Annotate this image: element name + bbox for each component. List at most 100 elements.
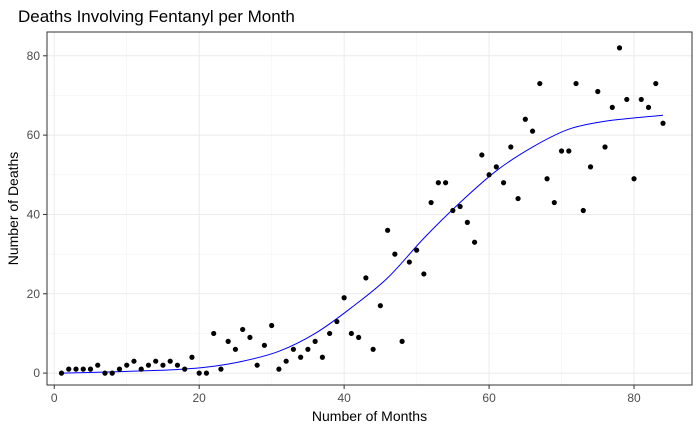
x-tick-label: 0 xyxy=(51,391,58,405)
data-point xyxy=(174,362,181,368)
data-point xyxy=(269,322,275,329)
data-point xyxy=(377,303,383,309)
data-point xyxy=(493,164,499,170)
data-point xyxy=(508,144,514,150)
data-point xyxy=(645,104,652,110)
data-point xyxy=(551,199,557,206)
data-point xyxy=(385,227,391,233)
data-point xyxy=(515,195,521,202)
x-tick-label: 20 xyxy=(193,391,207,405)
data-point xyxy=(80,366,86,372)
grid-lines xyxy=(47,32,692,385)
data-point xyxy=(283,358,289,364)
smooth-trend-line xyxy=(61,114,664,374)
y-tick-label: 60 xyxy=(27,128,41,142)
data-point xyxy=(529,128,536,134)
data-point xyxy=(363,275,369,281)
data-point xyxy=(261,342,268,348)
data-point xyxy=(442,180,449,186)
data-point xyxy=(218,366,224,372)
data-point xyxy=(348,330,354,337)
chart-title: Deaths Involving Fentanyl per Month xyxy=(18,7,295,26)
data-point xyxy=(196,370,202,376)
data-point xyxy=(116,366,123,372)
data-point xyxy=(312,338,318,344)
data-point xyxy=(66,366,72,372)
data-point xyxy=(102,370,108,376)
data-point xyxy=(616,45,623,51)
data-point xyxy=(414,247,420,253)
data-point xyxy=(595,88,601,95)
data-point xyxy=(638,96,644,103)
data-point xyxy=(298,354,304,360)
data-point xyxy=(341,295,347,301)
y-tick-label: 80 xyxy=(27,49,41,63)
data-point xyxy=(457,203,463,210)
data-point xyxy=(334,318,340,325)
data-point xyxy=(631,176,637,182)
data-point xyxy=(522,116,528,122)
data-point xyxy=(327,330,333,337)
y-tick-label: 40 xyxy=(27,207,41,221)
data-point xyxy=(167,358,173,364)
data-point xyxy=(356,334,362,341)
data-point xyxy=(73,366,79,372)
data-point xyxy=(479,152,485,158)
data-point xyxy=(406,259,412,265)
x-tick-label: 60 xyxy=(482,391,496,405)
data-point xyxy=(464,219,470,225)
data-point xyxy=(587,164,594,170)
data-points xyxy=(58,45,666,376)
y-axis-title: Number of Deaths xyxy=(5,152,21,266)
data-point xyxy=(544,176,550,182)
data-point xyxy=(486,172,492,178)
data-point xyxy=(428,199,434,206)
data-point xyxy=(109,370,115,376)
data-point xyxy=(653,80,659,87)
data-point xyxy=(276,366,282,372)
x-axis-title: Number of Months xyxy=(312,408,427,424)
data-point xyxy=(160,362,166,368)
x-tick-label: 80 xyxy=(627,391,641,405)
panel-border xyxy=(46,31,693,386)
data-point xyxy=(232,346,239,352)
data-point xyxy=(450,207,456,214)
x-axis: 0 20 40 60 80 xyxy=(51,385,641,405)
data-point xyxy=(58,370,65,376)
data-point xyxy=(471,239,478,245)
data-point xyxy=(247,334,253,341)
data-point xyxy=(305,346,311,352)
data-point xyxy=(370,346,376,352)
data-point xyxy=(211,330,217,337)
data-point xyxy=(319,354,325,360)
data-point xyxy=(500,180,507,186)
data-point xyxy=(602,144,608,150)
smooth-layer xyxy=(61,114,664,374)
data-point xyxy=(580,207,586,214)
data-point xyxy=(421,271,427,277)
data-point xyxy=(254,362,260,368)
data-point xyxy=(392,251,398,257)
data-point xyxy=(153,358,159,364)
data-point xyxy=(240,326,246,333)
data-point xyxy=(131,358,137,364)
data-point xyxy=(124,362,130,368)
data-point xyxy=(182,366,188,372)
data-point xyxy=(145,362,152,368)
y-tick-label: 0 xyxy=(33,366,40,380)
data-point xyxy=(558,148,565,154)
data-point xyxy=(399,338,405,344)
data-point xyxy=(87,366,94,372)
data-point xyxy=(225,338,231,344)
data-point xyxy=(537,80,543,87)
data-point xyxy=(189,354,195,360)
data-point xyxy=(435,180,441,186)
data-point xyxy=(566,148,572,154)
data-point xyxy=(95,362,101,368)
data-point xyxy=(138,366,144,372)
data-point xyxy=(660,120,666,126)
y-axis: 0 20 40 60 80 xyxy=(27,49,47,380)
data-point xyxy=(609,104,615,110)
data-point xyxy=(203,370,210,376)
